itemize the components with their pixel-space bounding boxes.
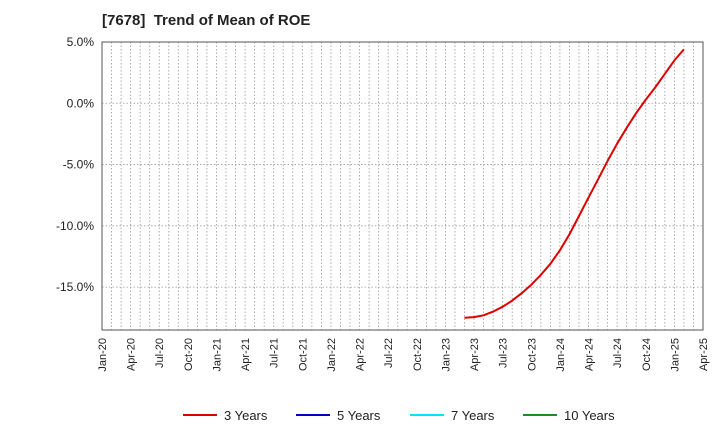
y-axis: 5.0% 0.0% -5.0% -10.0% -15.0%: [56, 35, 94, 294]
legend-label-10-years: 10 Years: [564, 408, 615, 423]
x-tick-label: Jul-22: [383, 338, 395, 368]
x-tick-label: Apr-23: [469, 338, 481, 371]
series-line-3-years: [464, 48, 685, 319]
x-tick-label: Apr-25: [698, 338, 710, 371]
chart-title: [7678] Trend of Mean of ROE: [102, 12, 311, 29]
x-tick-label: Oct-20: [183, 338, 195, 371]
y-tick-label: 0.0%: [67, 96, 95, 110]
legend: 3 Years 5 Years 7 Years 10 Years: [183, 408, 615, 423]
x-tick-label: Jan-25: [669, 338, 681, 372]
x-tick-label: Apr-22: [355, 338, 367, 371]
y-tick-label: 5.0%: [67, 35, 95, 49]
x-tick-label: Oct-24: [641, 338, 653, 371]
y-tick-label: -5.0%: [63, 158, 95, 172]
x-tick-label: Jul-24: [612, 338, 624, 368]
x-tick-label: Jan-24: [555, 338, 567, 372]
x-tick-label: Jan-21: [211, 338, 223, 372]
legend-label-7-years: 7 Years: [451, 408, 495, 423]
x-tick-label: Jul-21: [269, 338, 281, 368]
x-tick-label: Jan-22: [326, 338, 338, 372]
series: [464, 48, 685, 319]
x-tick-label: Oct-23: [526, 338, 538, 371]
x-tick-label: Oct-22: [412, 338, 424, 371]
x-tick-label: Jul-20: [154, 338, 166, 368]
x-tick-label: Apr-21: [240, 338, 252, 371]
legend-label-5-years: 5 Years: [337, 408, 381, 423]
x-axis: Jan-20 Apr-20 Jul-20 Oct-20 Jan-21 Apr-21 Jul-…: [97, 338, 710, 372]
x-tick-label: Jul-23: [498, 338, 510, 368]
x-tick-label: Jan-20: [97, 338, 109, 372]
x-tick-label: Oct-21: [297, 338, 309, 371]
grid: [102, 41, 703, 330]
x-tick-label: Apr-20: [126, 338, 138, 371]
y-tick-label: -10.0%: [56, 219, 94, 233]
x-tick-label: Jan-23: [440, 338, 452, 372]
y-tick-label: -15.0%: [56, 280, 94, 294]
plot-area: [101, 41, 704, 331]
x-tick-label: Apr-24: [584, 338, 596, 371]
legend-label-3-years: 3 Years: [224, 408, 268, 423]
